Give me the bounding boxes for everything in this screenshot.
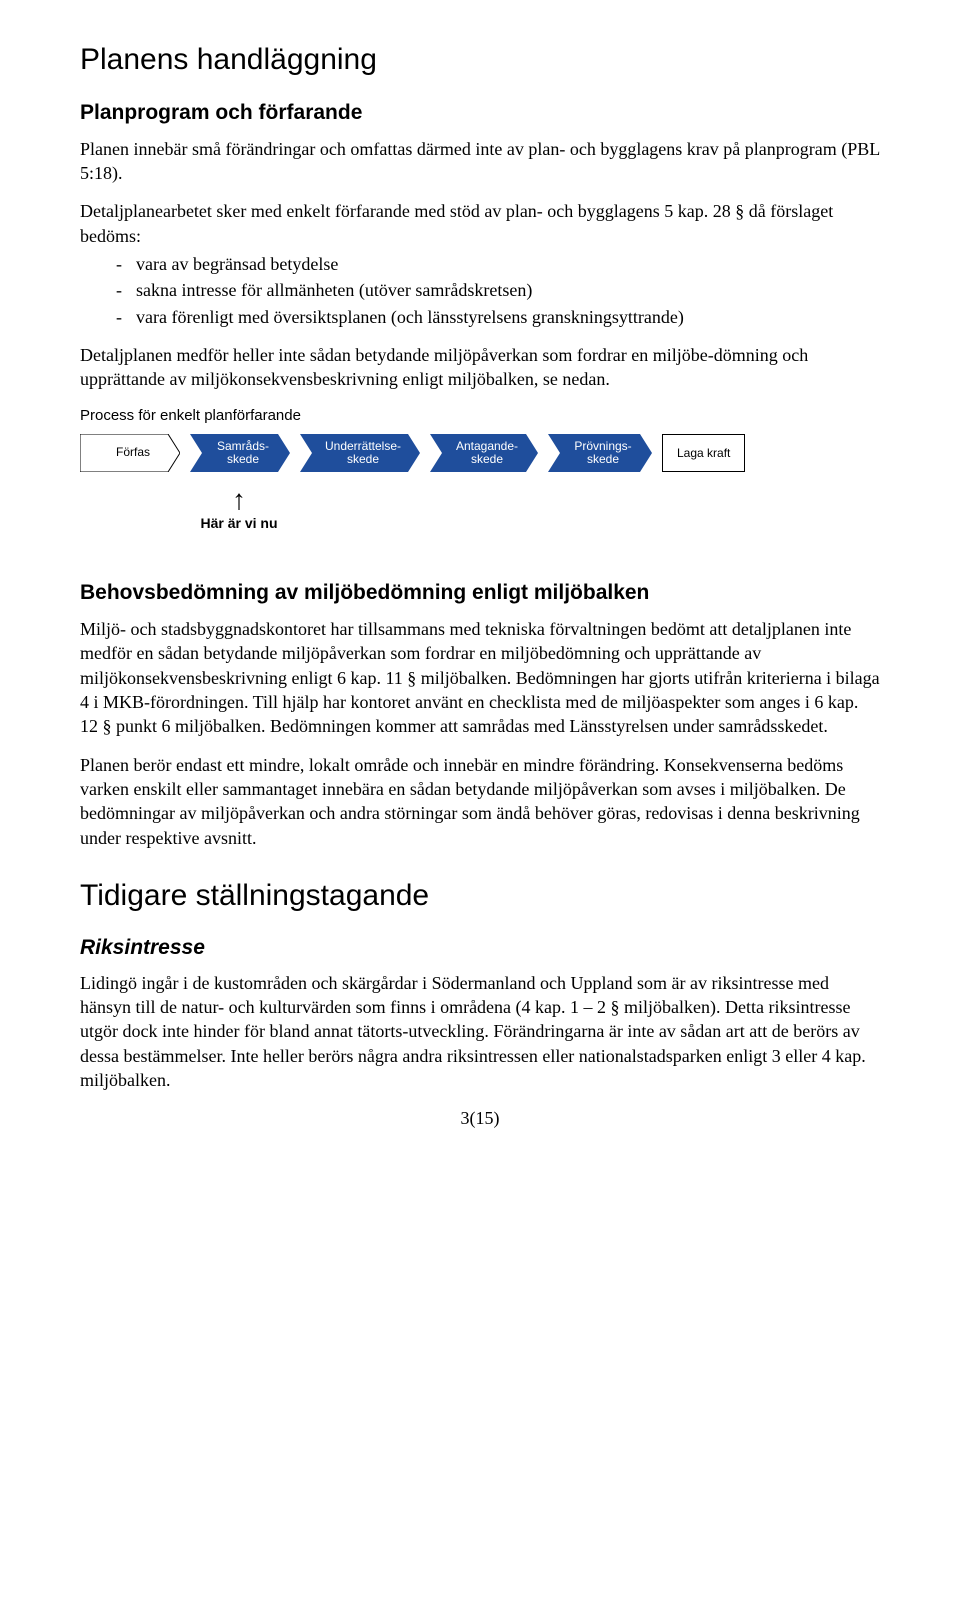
subheading-riksintresse: Riksintresse xyxy=(80,934,880,962)
process-step-samrad: Samråds- skede xyxy=(190,434,290,472)
page-title: Planens handläggning xyxy=(80,40,880,81)
list-item: sakna intresse för allmänheten (utöver s… xyxy=(80,278,880,302)
process-step-label: Förfas xyxy=(116,446,150,459)
subheading-behovsbedomning: Behovsbedömning av miljöbedömning enligt… xyxy=(80,579,880,607)
page-number: 3(15) xyxy=(80,1106,880,1130)
process-final-box: Laga kraft xyxy=(662,434,745,472)
process-diagram-title: Process för enkelt planförfarande xyxy=(80,406,880,426)
paragraph: Planen innebär små förändringar och omfa… xyxy=(80,137,880,186)
process-step-label: Underrättelse- skede xyxy=(325,440,401,466)
list-item: vara av begränsad betydelse xyxy=(80,252,880,276)
process-step-provnings: Prövnings- skede xyxy=(548,434,652,472)
paragraph: Miljö- och stadsbyggnadskontoret har til… xyxy=(80,617,880,738)
arrow-up-icon: ↑ xyxy=(232,486,246,514)
process-step-forfas: Förfas xyxy=(80,434,180,472)
list-item: vara förenligt med översiktsplanen (och … xyxy=(80,305,880,329)
bullet-list: vara av begränsad betydelse sakna intres… xyxy=(80,252,880,329)
process-step-antagande: Antagande- skede xyxy=(430,434,538,472)
process-step-label: Prövnings- skede xyxy=(574,440,631,466)
process-diagram: Förfas Samråds- skede Underrättelse- ske… xyxy=(80,434,880,472)
process-step-underrattelse: Underrättelse- skede xyxy=(300,434,420,472)
paragraph: Lidingö ingår i de kustområden och skärg… xyxy=(80,971,880,1092)
paragraph: Detaljplanearbetet sker med enkelt förfa… xyxy=(80,199,880,248)
subheading-planprogram: Planprogram och förfarande xyxy=(80,99,880,127)
process-step-label: Antagande- skede xyxy=(456,440,518,466)
process-indicator-label: Här är vi nu xyxy=(200,514,277,533)
paragraph: Detaljplanen medför heller inte sådan be… xyxy=(80,343,880,392)
process-indicator: ↑ Här är vi nu xyxy=(194,486,284,533)
process-step-label: Samråds- skede xyxy=(217,440,269,466)
section-title-tidigare: Tidigare ställningstagande xyxy=(80,876,880,917)
paragraph: Planen berör endast ett mindre, lokalt o… xyxy=(80,753,880,850)
